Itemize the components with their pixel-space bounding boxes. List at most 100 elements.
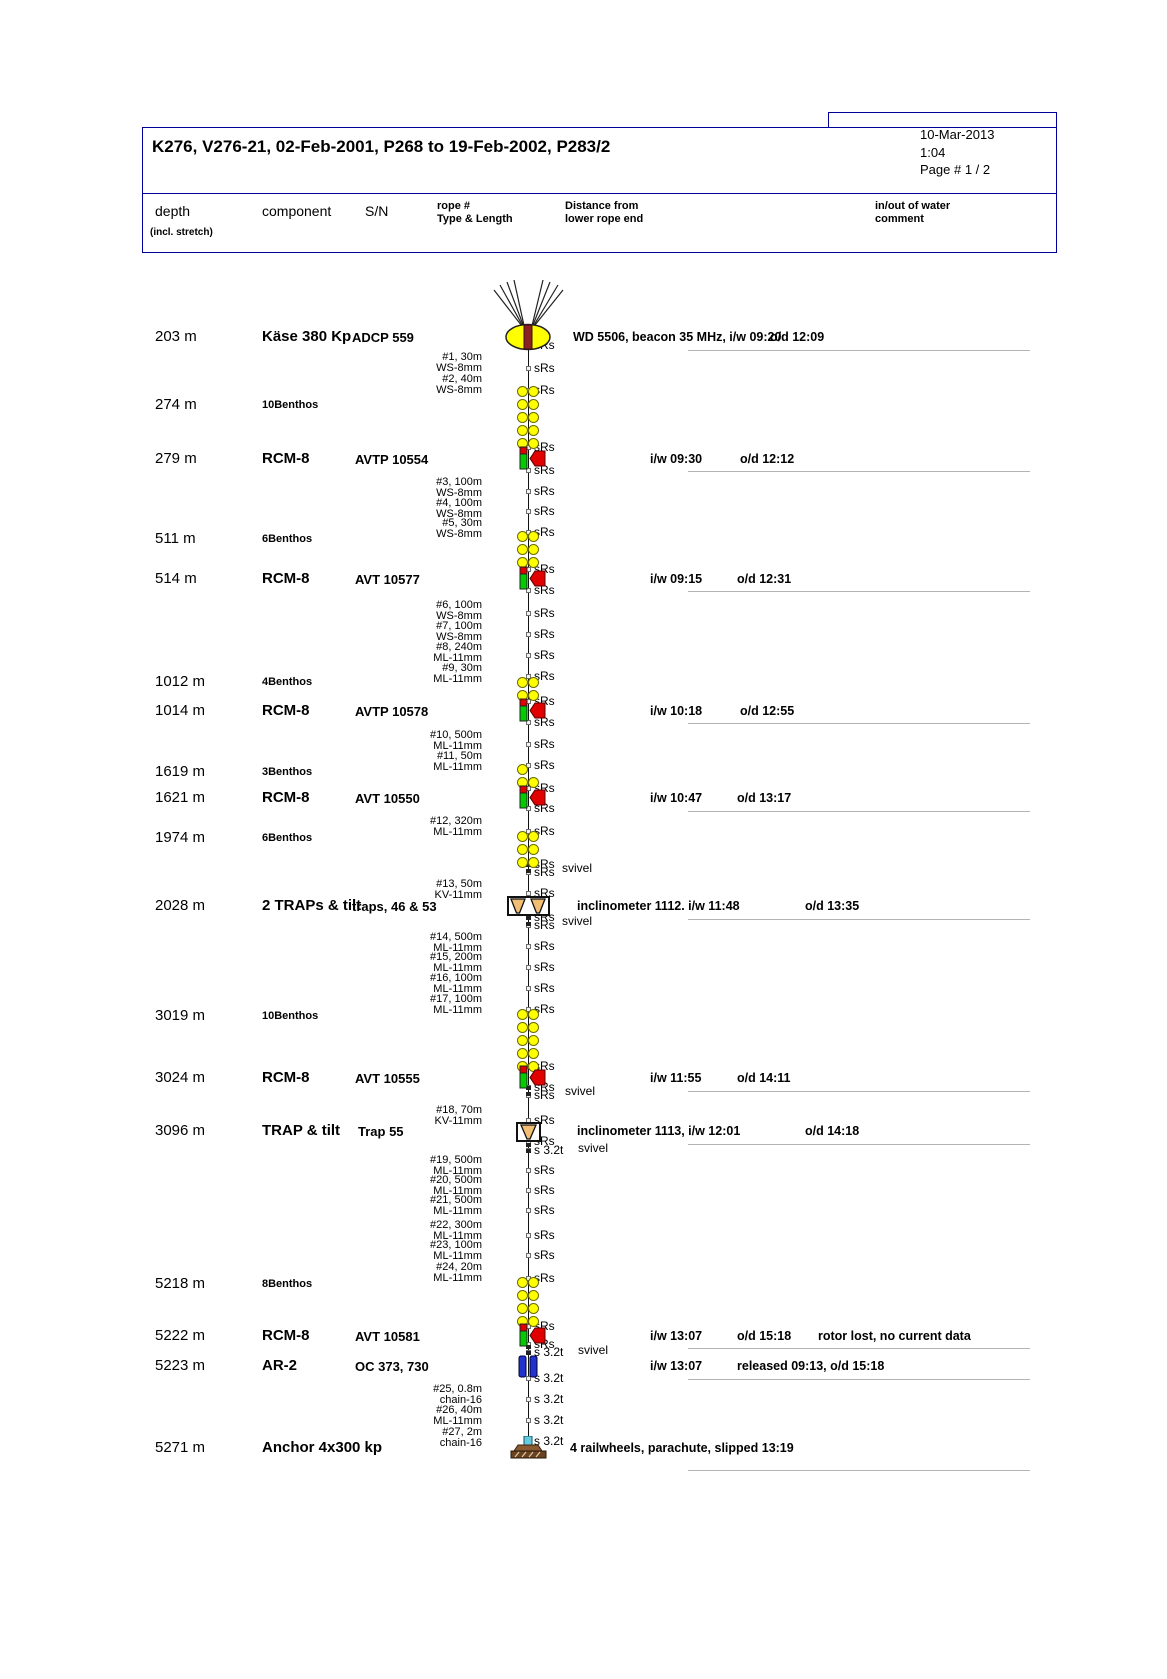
srs-label: sRs [534, 737, 555, 751]
connector-icon [526, 588, 531, 593]
shackle-label: s 3.2t [534, 1392, 564, 1406]
swivel-label: svivel [578, 1343, 609, 1357]
component-label: RCM-8 [262, 702, 310, 719]
separator-line [688, 811, 1030, 812]
srs-label: sRs [534, 606, 555, 620]
swivel-icon [526, 1092, 531, 1096]
rope-segment-label: #20, 500m ML-11mm [430, 1174, 482, 1197]
print-time: 1:04 [920, 145, 946, 160]
comment-note: i/w 13:07 [650, 1329, 703, 1343]
srs-label: sRs [534, 939, 555, 953]
benthos-float [517, 844, 528, 855]
rope-segment-label: #7, 100m WS-8mm [436, 620, 482, 643]
rope-segment-label: #18, 70m KV-11mm [434, 1104, 482, 1127]
benthos-float [528, 1277, 539, 1288]
swivel-icon [526, 916, 531, 920]
srs-label: sRs [534, 865, 555, 879]
rcm8-instrument-icon [519, 785, 547, 815]
connector-icon [526, 489, 531, 494]
depth-label: 1014 m [155, 702, 206, 719]
comment-note: i/w 10:47 [650, 791, 703, 805]
srs-label: sRs [534, 857, 555, 871]
rope-segment-label: #9, 30m ML-11mm [433, 662, 482, 685]
benthos-float [528, 1035, 539, 1046]
depth-label: 511 m [155, 530, 196, 547]
depth-label: 514 m [155, 570, 197, 587]
component-label: Käse 380 Kp [262, 328, 352, 345]
depth-label: 2028 m [155, 897, 206, 914]
page-number: Page # 1 / 2 [920, 162, 991, 177]
separator-line [688, 1470, 1030, 1471]
anchor-icon [509, 1435, 548, 1464]
benthos-float [528, 544, 539, 555]
rope-segment-label: #6, 100m WS-8mm [436, 599, 482, 622]
benthos-float [528, 1048, 539, 1059]
sediment-trap-single-icon [516, 1122, 541, 1148]
benthos-float [517, 1035, 528, 1046]
swivel-icon [526, 869, 531, 873]
connector-icon [526, 1253, 531, 1258]
srs-label: sRs [534, 1203, 555, 1217]
serial-label: ADCP 559 [352, 330, 414, 345]
swivel-icon [526, 922, 531, 926]
connector-icon [526, 944, 531, 949]
component-label: 10Benthos [262, 1010, 319, 1022]
serial-label: traps, 46 & 53 [352, 899, 437, 914]
rope-segment-label: #13, 50m KV-11mm [434, 878, 482, 901]
connector-icon [526, 742, 531, 747]
connector-icon [526, 1233, 531, 1238]
comment-note: o/d 12:12 [740, 452, 795, 466]
depth-label: 3019 m [155, 1007, 206, 1024]
benthos-float [528, 831, 539, 842]
comment-note: inclinometer 1112. i/w 11:48 [577, 899, 740, 913]
benthos-float [517, 386, 528, 397]
col-header-sn: S/N [365, 203, 389, 219]
col-header-depth: depth [155, 203, 191, 219]
srs-label: sRs [534, 1183, 555, 1197]
benthos-float [517, 1009, 528, 1020]
connector-icon [526, 1188, 531, 1193]
header-divider [142, 193, 1057, 194]
rcm8-instrument-icon [519, 698, 547, 728]
connector-icon [526, 366, 531, 371]
serial-label: AVTP 10578 [355, 704, 429, 719]
benthos-float [517, 1290, 528, 1301]
depth-label: 1012 m [155, 673, 206, 690]
header-box [142, 127, 1057, 253]
connector-icon [526, 986, 531, 991]
component-label: RCM-8 [262, 789, 310, 806]
swivel-label: svivel [578, 1141, 609, 1155]
swivel-label: svivel [562, 914, 593, 928]
print-date: 10-Mar-2013 [920, 127, 995, 142]
srs-label: sRs [534, 1088, 555, 1102]
benthos-float [517, 1048, 528, 1059]
srs-label: sRs [534, 824, 555, 838]
page-title: K276, V276-21, 02-Feb-2001, P268 to 19-F… [152, 137, 611, 156]
connector-icon [526, 1418, 531, 1423]
component-label: 2 TRAPs & tilt [262, 897, 362, 914]
srs-label: sRs [534, 648, 555, 662]
serial-label: AVT 10550 [355, 791, 420, 806]
ar2-release-icon [518, 1355, 539, 1383]
rcm8-instrument-icon [519, 1065, 547, 1095]
depth-label: 1974 m [155, 829, 206, 846]
depth-label: 5222 m [155, 1327, 206, 1344]
srs-label: sRs [534, 981, 555, 995]
shackle-label: s 3.2t [534, 1434, 564, 1448]
component-label: 4Benthos [262, 676, 313, 688]
shackle-label: s 3.2t [534, 1413, 564, 1427]
rope-segment-label: #8, 240m ML-11mm [433, 641, 482, 664]
col-header-depth-sub: (incl. stretch) [150, 227, 213, 238]
separator-line [688, 1379, 1030, 1380]
separator-line [688, 471, 1030, 472]
component-label: TRAP & tilt [262, 1122, 341, 1139]
srs-label: sRs [534, 1228, 555, 1242]
serial-label: Trap 55 [358, 1124, 404, 1139]
rope-segment-label: #21, 500m ML-11mm [430, 1194, 482, 1217]
col-header-inout: in/out of water comment [875, 200, 951, 225]
benthos-float [528, 438, 539, 449]
rope-segment-label: #17, 100m ML-11mm [430, 993, 482, 1016]
srs-label: sRs [534, 758, 555, 772]
rope-segment-label: #16, 100m ML-11mm [430, 972, 482, 995]
benthos-float [528, 386, 539, 397]
